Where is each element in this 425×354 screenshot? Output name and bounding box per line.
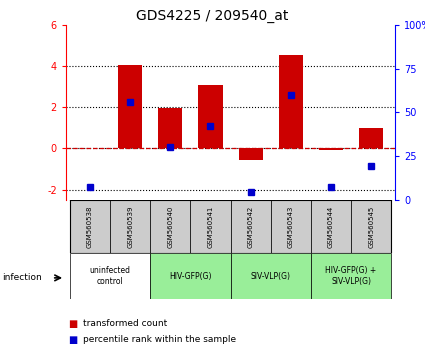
Bar bbox=[158, 108, 182, 148]
Bar bbox=[230, 253, 311, 299]
Bar bbox=[190, 200, 231, 253]
Bar bbox=[230, 200, 271, 253]
Text: uninfected
control: uninfected control bbox=[90, 267, 130, 286]
Bar bbox=[70, 200, 110, 253]
Bar bbox=[271, 200, 311, 253]
Bar bbox=[311, 253, 391, 299]
Bar bbox=[351, 200, 391, 253]
Text: GSM560538: GSM560538 bbox=[87, 205, 93, 248]
Text: percentile rank within the sample: percentile rank within the sample bbox=[83, 335, 236, 344]
Bar bbox=[238, 148, 263, 160]
Bar bbox=[110, 200, 150, 253]
Text: GSM560543: GSM560543 bbox=[288, 205, 294, 248]
Text: GSM560544: GSM560544 bbox=[328, 205, 334, 248]
Text: HIV-GFP(G): HIV-GFP(G) bbox=[169, 272, 212, 281]
Text: HIV-GFP(G) +
SIV-VLP(G): HIV-GFP(G) + SIV-VLP(G) bbox=[326, 267, 377, 286]
Bar bbox=[150, 200, 190, 253]
Bar bbox=[198, 85, 223, 148]
Bar bbox=[319, 148, 343, 149]
Bar bbox=[150, 253, 230, 299]
Bar bbox=[70, 253, 150, 299]
Bar bbox=[359, 128, 383, 148]
Text: infection: infection bbox=[2, 273, 42, 282]
Text: GSM560540: GSM560540 bbox=[167, 205, 173, 248]
Text: transformed count: transformed count bbox=[83, 319, 167, 329]
Text: GSM560539: GSM560539 bbox=[127, 205, 133, 248]
Text: GSM560541: GSM560541 bbox=[207, 205, 213, 248]
Bar bbox=[279, 55, 303, 148]
Text: GSM560545: GSM560545 bbox=[368, 205, 374, 248]
Text: GSM560542: GSM560542 bbox=[248, 205, 254, 248]
Bar bbox=[118, 65, 142, 148]
Text: ■: ■ bbox=[68, 335, 77, 345]
Text: ■: ■ bbox=[68, 319, 77, 329]
Text: GDS4225 / 209540_at: GDS4225 / 209540_at bbox=[136, 9, 289, 23]
Bar bbox=[311, 200, 351, 253]
Text: SIV-VLP(G): SIV-VLP(G) bbox=[251, 272, 291, 281]
